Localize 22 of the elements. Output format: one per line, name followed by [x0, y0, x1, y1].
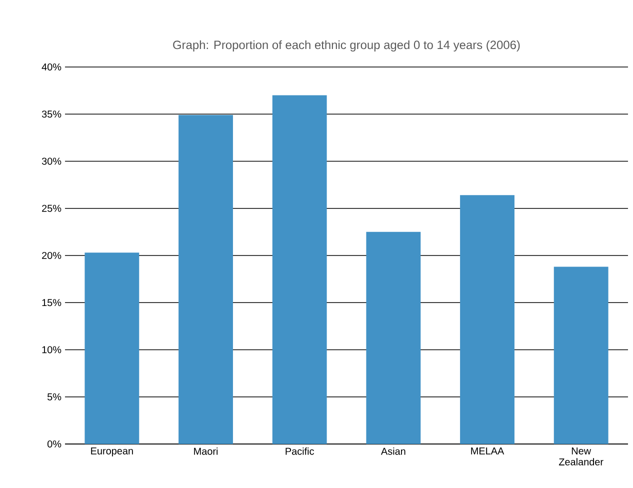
y-tick-label: 20%: [42, 252, 62, 260]
y-tick-label: 25%: [42, 204, 62, 212]
bar: [554, 266, 608, 444]
y-tick-label: 5%: [47, 393, 62, 400]
bar: [84, 252, 140, 444]
x-tick-label: European: [91, 448, 133, 456]
y-tick-label: 30%: [42, 158, 62, 165]
y-tick-label: 35%: [42, 110, 62, 118]
x-tick-label: New Zealander: [558, 448, 604, 466]
y-tick-label: 0%: [47, 440, 62, 448]
x-tick-label: Maori: [194, 448, 218, 455]
y-tick-label: 15%: [42, 299, 62, 306]
x-tick-label: Pacific: [286, 448, 314, 455]
bar: [366, 232, 421, 444]
bar: [272, 95, 327, 444]
bar: [460, 195, 514, 444]
y-tick-label: 40%: [42, 63, 62, 71]
bar: [178, 115, 233, 444]
x-tick-label: Asian: [380, 448, 406, 455]
chart-title: Graph: Proportion of each ethnic group aged 0 to 14 years (2006): [173, 40, 520, 52]
y-tick-label: 10%: [42, 346, 62, 354]
x-tick-label: MELAA: [471, 448, 504, 454]
